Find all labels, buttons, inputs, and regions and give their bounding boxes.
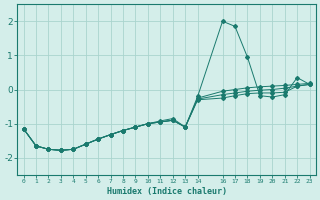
X-axis label: Humidex (Indice chaleur): Humidex (Indice chaleur) [107,187,227,196]
